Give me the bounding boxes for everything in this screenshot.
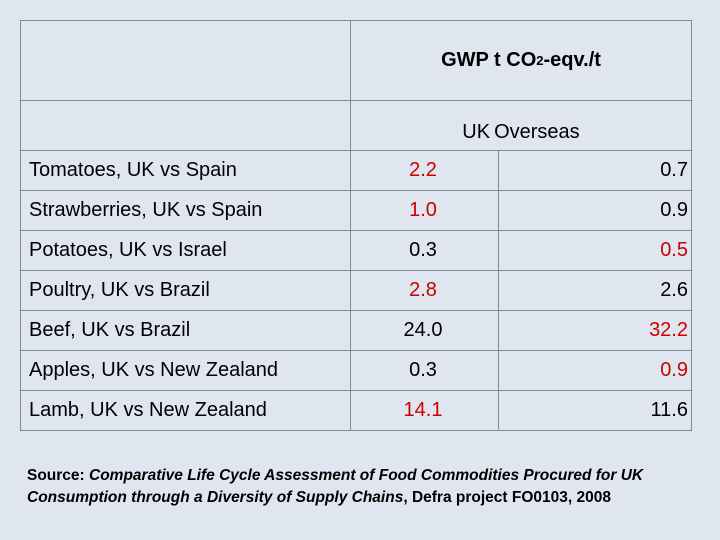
column-headers: UK Overseas [350,100,692,151]
table-row: Poultry, UK vs Brazil 2.8 2.6 [20,270,692,311]
overseas-value: 0.5 [498,230,692,271]
header-blank-cell [20,100,351,151]
source-suffix: , Defra project FO0103, 2008 [403,489,611,506]
overseas-value: 0.9 [498,350,692,391]
overseas-value: 11.6 [498,390,692,431]
gwp-prefix: GWP t CO [441,49,537,71]
overseas-value: 32.2 [498,310,692,351]
table-row: Apples, UK vs New Zealand 0.3 0.9 [20,350,692,391]
header-title-row: GWP t CO 2 -eqv./t [20,20,692,101]
row-label: Potatoes, UK vs Israel [20,230,351,271]
uk-value: 14.1 [350,390,499,431]
uk-value: 2.2 [350,150,499,191]
uk-value: 0.3 [350,230,499,271]
table-row: Beef, UK vs Brazil 24.0 32.2 [20,310,692,351]
source-prefix: Source: [27,467,90,484]
column-header-overseas: Overseas [494,121,580,143]
source-title: Comparative Life Cycle Assessment of Foo… [27,467,644,506]
overseas-value: 0.7 [498,150,692,191]
row-label: Strawberries, UK vs Spain [20,190,351,231]
uk-value: 24.0 [350,310,499,351]
emissions-table: GWP t CO 2 -eqv./t UK Overseas Tomatoes, U… [20,20,692,431]
row-label: Tomatoes, UK vs Spain [20,150,351,191]
table-row: Strawberries, UK vs Spain 1.0 0.9 [20,190,692,231]
table-row: Lamb, UK vs New Zealand 14.1 11.6 [20,390,692,431]
uk-value: 1.0 [350,190,499,231]
row-label: Beef, UK vs Brazil [20,310,351,351]
overseas-value: 0.9 [498,190,692,231]
uk-value: 0.3 [350,350,499,391]
gwp-header: GWP t CO 2 -eqv./t [350,20,692,101]
gwp-suffix: -eqv./t [543,49,601,71]
table-body: Tomatoes, UK vs Spain 2.2 0.7 Strawberries,… [20,150,692,431]
table-row: Tomatoes, UK vs Spain 2.2 0.7 [20,150,692,191]
overseas-value: 2.6 [498,270,692,311]
row-label: Poultry, UK vs Brazil [20,270,351,311]
uk-value: 2.8 [350,270,499,311]
row-label: Apples, UK vs New Zealand [20,350,351,391]
header-columns-row: UK Overseas [20,100,692,151]
column-header-uk: UK [462,121,491,143]
source-citation: Source: Comparative Life Cycle Assessmen… [27,465,707,509]
row-label: Lamb, UK vs New Zealand [20,390,351,431]
table-row: Potatoes, UK vs Israel 0.3 0.5 [20,230,692,271]
header-corner-cell [20,20,351,101]
gwp-subscript: 2 [536,53,544,68]
